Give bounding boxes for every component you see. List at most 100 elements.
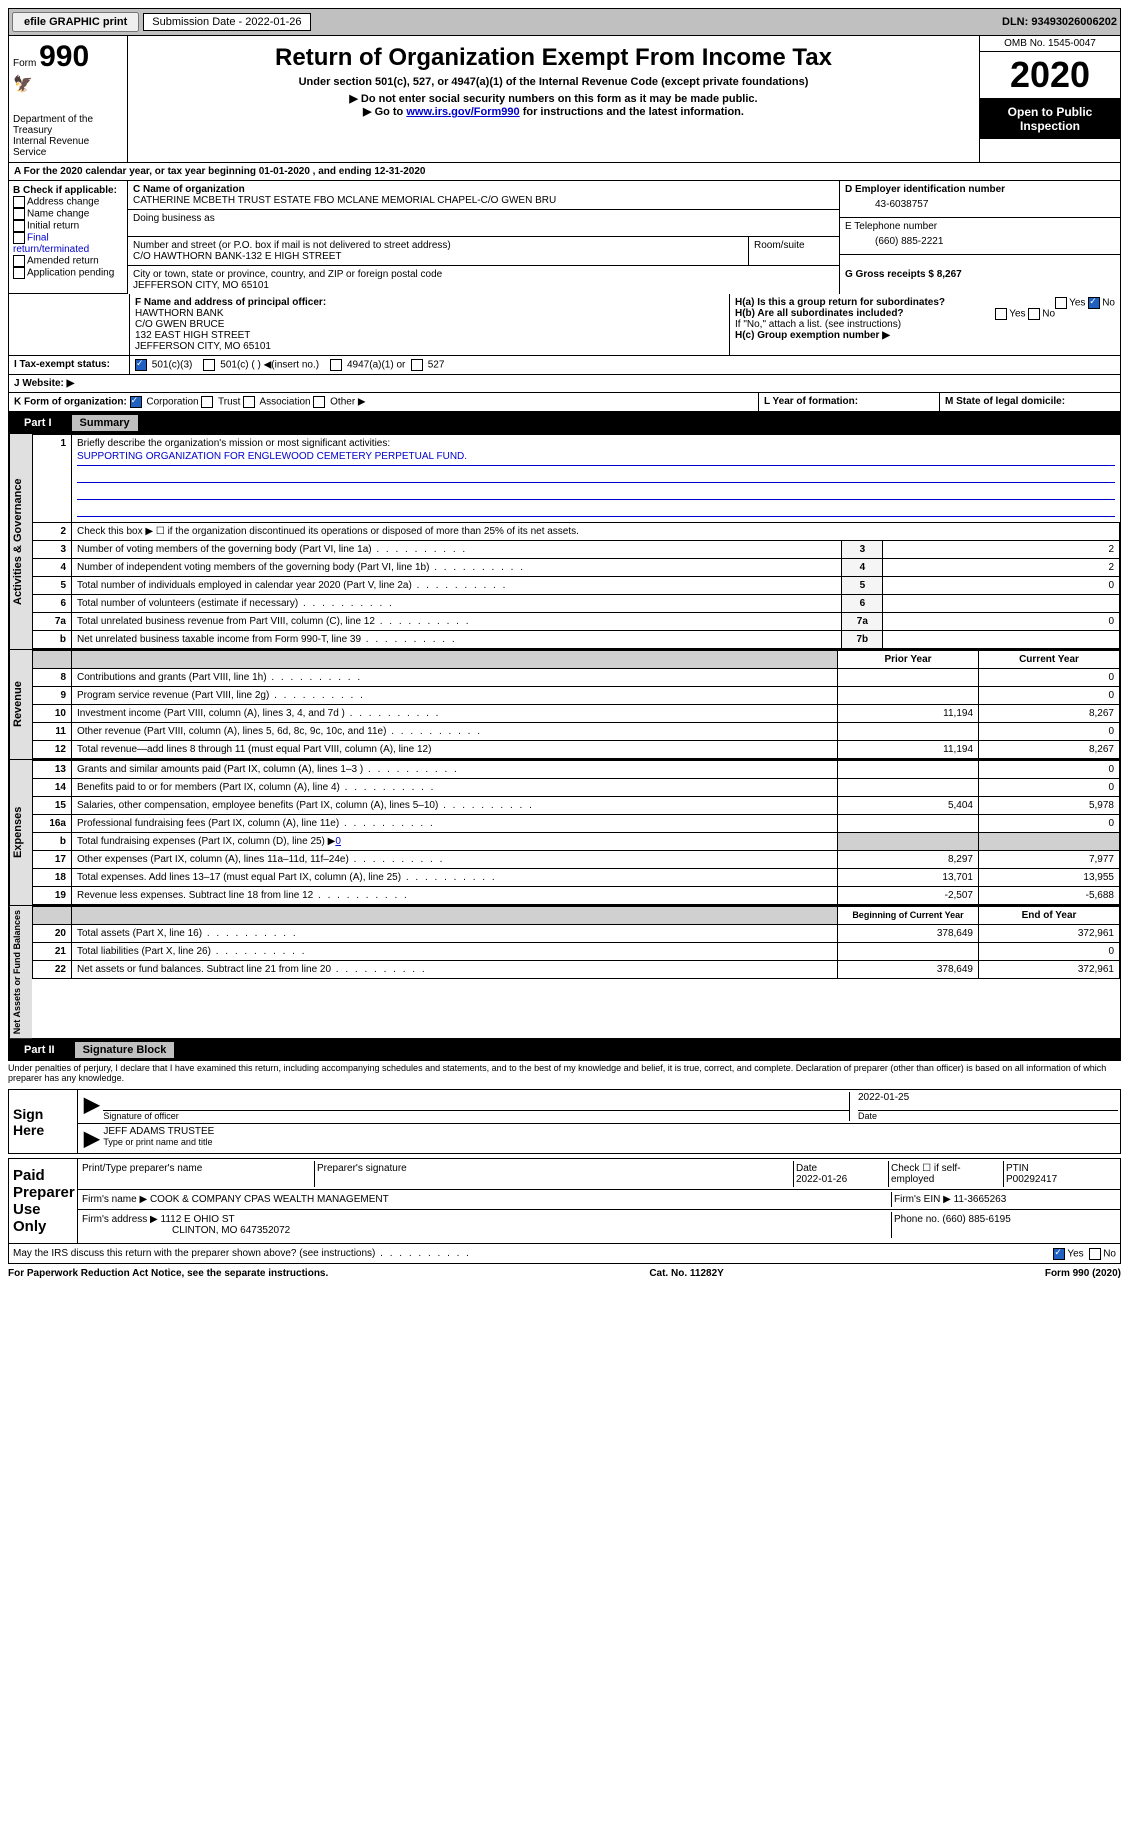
part1-label: Part I: [16, 415, 60, 431]
check-self[interactable]: Check ☐ if self-employed: [889, 1161, 1004, 1187]
form-label: Form: [13, 58, 36, 69]
k-assoc[interactable]: Association: [259, 397, 310, 408]
k-corp[interactable]: Corporation: [146, 397, 198, 408]
prep-date-label: Date: [796, 1163, 817, 1174]
check-name-change[interactable]: Name change: [27, 209, 89, 220]
firm-addr: 1112 E OHIO ST: [161, 1214, 235, 1225]
line18-current: 13,955: [979, 869, 1120, 887]
sidebar-revenue: Revenue: [9, 650, 32, 759]
527-option[interactable]: 527: [428, 360, 445, 371]
org-name: CATHERINE MCBETH TRUST ESTATE FBO MCLANE…: [133, 195, 834, 206]
k-trust[interactable]: Trust: [218, 397, 240, 408]
street-value: C/O HAWTHORN BANK-132 E HIGH STREET: [133, 251, 743, 262]
discuss-no[interactable]: No: [1103, 1249, 1116, 1260]
line19-text: Revenue less expenses. Subtract line 18 …: [72, 887, 838, 905]
501c3-option[interactable]: 501(c)(3): [152, 360, 193, 371]
room-label: Room/suite: [749, 237, 839, 265]
ha-label: H(a) Is this a group return for subordin…: [735, 297, 945, 308]
firm-ein: 11-3665263: [954, 1194, 1007, 1205]
hb-yes[interactable]: Yes: [1009, 309, 1025, 320]
beg-year-hdr: Beginning of Current Year: [838, 907, 979, 925]
line20-beg: 378,649: [838, 925, 979, 943]
check-amended[interactable]: Amended return: [27, 256, 99, 267]
line9-prior: [838, 687, 979, 705]
dba-label: Doing business as: [128, 210, 839, 236]
mission-text: SUPPORTING ORGANIZATION FOR ENGLEWOOD CE…: [77, 451, 1115, 466]
sign-here-section: Sign Here ▶ Signature of officer 2022-01…: [8, 1089, 1121, 1154]
ha-yes[interactable]: Yes: [1069, 298, 1085, 309]
part1-header: Part I Summary: [8, 412, 1121, 434]
efile-print-button[interactable]: efile GRAPHIC print: [12, 12, 139, 32]
discuss-question: May the IRS discuss this return with the…: [13, 1248, 471, 1259]
check-pending[interactable]: Application pending: [27, 268, 114, 279]
line6-val: [883, 595, 1120, 613]
line6-text: Total number of volunteers (estimate if …: [72, 595, 842, 613]
hb-label: H(b) Are all subordinates included?: [735, 308, 904, 319]
line12-text: Total revenue—add lines 8 through 11 (mu…: [72, 741, 838, 759]
line7a-val: 0: [883, 613, 1120, 631]
topbar: efile GRAPHIC print Submission Date - 20…: [8, 8, 1121, 36]
line22-text: Net assets or fund balances. Subtract li…: [72, 961, 838, 979]
4947-option[interactable]: 4947(a)(1) or: [347, 360, 405, 371]
warn-goto-pre: ▶ Go to: [363, 106, 406, 118]
state-domicile: M State of legal domicile:: [940, 393, 1120, 411]
form-subtitle: Under section 501(c), 527, or 4947(a)(1)…: [132, 76, 975, 88]
line7b-text: Net unrelated business taxable income fr…: [72, 631, 842, 649]
paid-preparer-label: Paid Preparer Use Only: [9, 1159, 77, 1243]
check-address-change[interactable]: Address change: [27, 197, 99, 208]
line4-val: 2: [883, 559, 1120, 577]
line14-current: 0: [979, 779, 1120, 797]
line4-text: Number of independent voting members of …: [72, 559, 842, 577]
hc-label: H(c) Group exemption number ▶: [735, 330, 1115, 341]
ein-value: 43-6038757: [845, 195, 1115, 214]
line19-current: -5,688: [979, 887, 1120, 905]
line21-end: 0: [979, 943, 1120, 961]
line7a-text: Total unrelated business revenue from Pa…: [72, 613, 842, 631]
irs-label: Internal Revenue Service: [13, 136, 123, 158]
check-initial-return[interactable]: Initial return: [27, 221, 79, 232]
phone-label: E Telephone number: [845, 221, 1115, 232]
date-label: Date: [858, 1111, 1118, 1121]
line18-prior: 13,701: [838, 869, 979, 887]
form-title: Return of Organization Exempt From Incom…: [132, 44, 975, 72]
firm-name-label: Firm's name ▶: [82, 1194, 147, 1205]
line8-text: Contributions and grants (Part VIII, lin…: [72, 669, 838, 687]
officer-line-2: 132 EAST HIGH STREET: [135, 330, 724, 341]
line9-current: 0: [979, 687, 1120, 705]
line20-text: Total assets (Part X, line 16): [72, 925, 838, 943]
line18-text: Total expenses. Add lines 13–17 (must eq…: [72, 869, 838, 887]
line16a-current: 0: [979, 815, 1120, 833]
form-header: Form 990 🦅 Department of the Treasury In…: [8, 36, 1121, 163]
line13-current: 0: [979, 761, 1120, 779]
line21-text: Total liabilities (Part X, line 26): [72, 943, 838, 961]
tax-year: 2020: [980, 52, 1120, 99]
part2-label: Part II: [16, 1042, 63, 1058]
firm-ein-label: Firm's EIN ▶: [894, 1194, 951, 1205]
line8-prior: [838, 669, 979, 687]
ha-no[interactable]: No: [1102, 298, 1115, 309]
tax-exempt-label: I Tax-exempt status:: [9, 356, 130, 374]
line17-current: 7,977: [979, 851, 1120, 869]
form-number: 990: [39, 40, 89, 73]
line10-text: Investment income (Part VIII, column (A)…: [72, 705, 838, 723]
line15-text: Salaries, other compensation, employee b…: [72, 797, 838, 815]
501c-option[interactable]: 501(c) ( ) ◀(insert no.): [220, 360, 319, 371]
end-year-hdr: End of Year: [979, 907, 1120, 925]
line20-end: 372,961: [979, 925, 1120, 943]
footer-right: Form 990 (2020): [1045, 1268, 1121, 1279]
officer-label: F Name and address of principal officer:: [135, 297, 724, 308]
period-line: A For the 2020 calendar year, or tax yea…: [9, 163, 1120, 180]
ptin-label: PTIN: [1006, 1163, 1029, 1174]
part2-title: Signature Block: [75, 1042, 175, 1058]
hb-no[interactable]: No: [1042, 309, 1055, 320]
dept-label: Department of the Treasury: [13, 114, 123, 136]
officer-line-3: JEFFERSON CITY, MO 65101: [135, 341, 724, 352]
line10-prior: 11,194: [838, 705, 979, 723]
discuss-yes[interactable]: Yes: [1067, 1249, 1083, 1260]
sig-disclaimer: Under penalties of perjury, I declare th…: [8, 1061, 1121, 1085]
form990-link[interactable]: www.irs.gov/Form990: [406, 106, 519, 118]
k-other[interactable]: Other ▶: [330, 397, 365, 408]
b-check-header: B Check if applicable:: [13, 185, 123, 196]
prep-date: 2022-01-26: [796, 1174, 847, 1185]
line13-prior: [838, 761, 979, 779]
